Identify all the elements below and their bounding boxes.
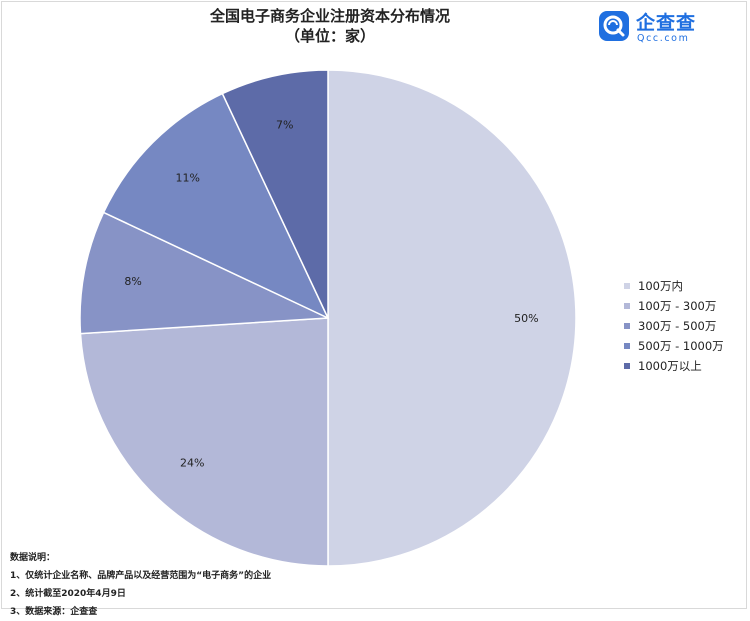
notes-line-3: 3、数据来源：企查查 [10, 607, 98, 617]
pie-slice-4 [102, 92, 330, 320]
pie-data-label-1: 50% [514, 312, 538, 325]
legend-label-1: 100万内 [638, 279, 683, 293]
legend-swatch-4 [624, 343, 630, 349]
legend-swatch-3 [624, 323, 630, 329]
logo-name-cn: 企查查 [636, 12, 697, 34]
legend-label-4: 500万 - 1000万 [638, 339, 724, 353]
pie-data-label-5: 7% [276, 118, 293, 131]
pie-slice-2 [79, 317, 329, 567]
legend-item-2: 100万 - 300万 [624, 296, 724, 316]
pie-data-label-2: 24% [180, 457, 204, 470]
notes-heading: 数据说明： [10, 553, 56, 563]
legend-swatch-2 [624, 303, 630, 309]
chart-title-line1: 全国电子商务企业注册资本分布情况 [209, 7, 450, 25]
pie-data-label-3: 8% [124, 275, 141, 288]
legend-item-3: 300万 - 500万 [624, 316, 724, 336]
legend-item-5: 1000万以上 [624, 356, 724, 376]
legend-item-4: 500万 - 1000万 [624, 336, 724, 356]
qcc-logo: 企查查 Qcc.com [598, 8, 708, 48]
legend-swatch-5 [624, 363, 630, 369]
chart-title-line2: （单位：家） [284, 27, 375, 45]
pie-slice-1 [327, 69, 577, 567]
pie-data-labels: 50% 24% 8% 11% 7% [124, 118, 538, 469]
chart-title: 全国电子商务企业注册资本分布情况 （单位：家） [130, 6, 530, 46]
pie-slice-3 [79, 211, 329, 335]
notes-line-2: 2、统计截至2020年4月9日 [10, 589, 126, 599]
legend-label-5: 1000万以上 [638, 359, 702, 373]
chart-frame [1, 1, 747, 609]
legend-label-3: 300万 - 500万 [638, 319, 717, 333]
pie-slice-5 [221, 69, 329, 319]
qcc-logo-icon [599, 11, 629, 41]
pie-data-label-4: 11% [175, 172, 199, 185]
pie-slices [79, 69, 577, 567]
legend-swatch-1 [624, 283, 630, 289]
legend-label-2: 100万 - 300万 [638, 299, 717, 313]
data-notes: 数据说明： 1、仅统计企业名称、品牌产品以及经营范围为“电子商务”的企业 2、统… [10, 549, 271, 621]
legend-item-1: 100万内 [624, 276, 724, 296]
logo-name-en: Qcc.com [637, 33, 690, 44]
chart-legend: 100万内 100万 - 300万 300万 - 500万 500万 - 1000万 1… [624, 276, 724, 376]
notes-line-1: 1、仅统计企业名称、品牌产品以及经营范围为“电子商务”的企业 [10, 571, 272, 581]
